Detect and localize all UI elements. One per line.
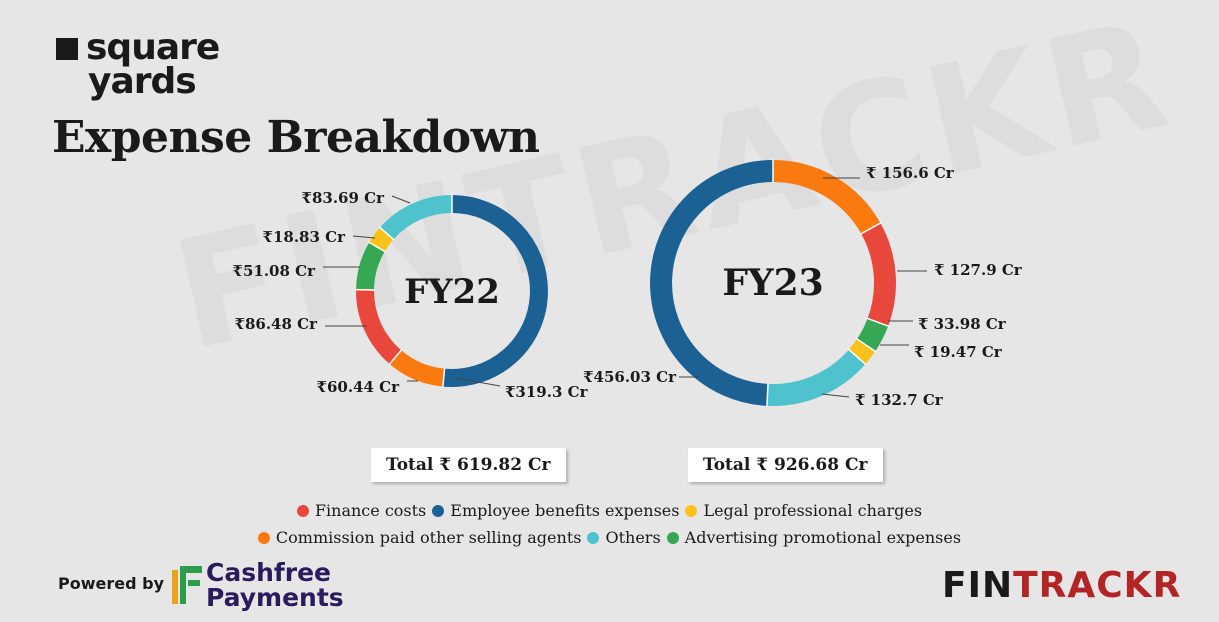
legend-label: Commission paid other selling agents — [275, 528, 582, 547]
legend-item: Advertising promotional expenses — [666, 528, 962, 547]
legend-item: Commission paid other selling agents — [257, 528, 582, 547]
legend-item: Legal professional charges — [685, 501, 922, 520]
fy22-slice-commission-paid-other-selling-agents — [389, 350, 445, 387]
fy23-data-label: ₹456.03 Cr — [583, 368, 677, 386]
fy22-slice-employee-benefits-expenses — [442, 195, 548, 387]
legend-row-1: Finance costs Employee benefits expenses L… — [0, 501, 1219, 520]
fy23-leader-line — [821, 393, 850, 398]
legend-label: Legal professional charges — [703, 501, 923, 520]
fy22-leader-line — [454, 377, 501, 387]
fy22-center-title: FY22 — [404, 272, 500, 312]
powered-by-label: Powered by — [58, 574, 164, 593]
fy23-data-label: ₹ 33.98 Cr — [918, 315, 1007, 333]
fy22-leader-line — [352, 235, 376, 239]
fy22-slice-separator — [442, 367, 446, 388]
fy22-slice-separator — [388, 349, 403, 366]
fy23-slice-commission-paid-other-selling-agents — [772, 160, 881, 235]
logo-word-square: square — [86, 27, 220, 68]
fy23-slice-separator — [855, 337, 877, 353]
legend-item: Finance costs — [296, 501, 427, 520]
legend-dot-icon — [587, 532, 600, 544]
fy22-slice-finance-costs — [356, 289, 402, 364]
fy23-data-label: ₹ 19.47 Cr — [914, 343, 1003, 361]
legend-dot-icon — [296, 505, 309, 517]
fy22-slice-separator — [378, 226, 395, 241]
fy22-data-label: ₹18.83 Cr — [263, 228, 347, 246]
fy23-total-badge: Total ₹ 926.68 Cr — [688, 448, 883, 482]
legend-row-2: Commission paid other selling agents Othe… — [0, 528, 1219, 547]
fy22-slice-legal-professional-charges — [369, 227, 394, 252]
fy22-data-label: ₹60.44 Cr — [317, 378, 401, 396]
fy23-slice-separator — [859, 221, 882, 235]
fy23-slice-separator — [766, 382, 769, 407]
cashfree-logo-text: Cashfree Payments — [206, 560, 344, 610]
fy22-slice-separator — [368, 241, 387, 253]
legend-label: Others — [605, 528, 661, 547]
payments-word: Payments — [206, 583, 344, 612]
fy23-slice-advertising-promotional-expenses — [856, 318, 889, 352]
legend-dot-icon — [257, 532, 270, 544]
legend-label: Employee benefits expenses — [450, 501, 680, 520]
fy23-slice-finance-costs — [861, 223, 896, 327]
cashfree-word: Cashfree — [206, 558, 332, 587]
fintrackr-logo-part-2: TRACKR — [1013, 565, 1182, 606]
legend-dot-icon — [432, 505, 445, 517]
logo-square-mark — [56, 38, 78, 60]
fy23-slice-employee-benefits-expenses — [650, 160, 774, 406]
fy22-slice-advertising-promotional-expenses — [356, 242, 385, 291]
legend-label: Advertising promotional expenses — [684, 528, 962, 547]
fy22-total-badge: Total ₹ 619.82 Cr — [371, 448, 566, 482]
fy22-data-label: ₹51.08 Cr — [233, 262, 317, 280]
page-title: Expense Breakdown — [52, 112, 540, 163]
legend-dot-icon — [666, 532, 679, 544]
legend-dot-icon — [685, 505, 698, 517]
fy23-slice-others — [766, 349, 866, 406]
logo-word-yards: yards — [88, 61, 197, 102]
fy23-data-label: ₹ 156.6 Cr — [866, 164, 955, 182]
fintrackr-logo: FINTRACKR — [942, 566, 1181, 606]
fy23-data-label: ₹ 132.7 Cr — [855, 391, 944, 409]
fy22-slice-others — [379, 195, 453, 240]
fy23-slice-legal-professional-charges — [848, 338, 876, 365]
fy23-data-label: ₹ 127.9 Cr — [934, 261, 1023, 279]
fy22-data-label: ₹83.69 Cr — [302, 189, 386, 207]
fintrackr-logo-part-1: FIN — [942, 565, 1014, 606]
fy22-leader-line — [391, 195, 411, 204]
fy22-data-label: ₹86.48 Cr — [235, 315, 319, 333]
legend-item: Employee benefits expenses — [432, 501, 679, 520]
legend-label: Finance costs — [314, 501, 427, 520]
fy23-slice-separator — [847, 348, 867, 366]
fy23-center-title: FY23 — [722, 262, 823, 304]
cashfree-logo-icon — [172, 566, 202, 604]
fy23-slice-separator — [866, 317, 890, 328]
fy22-data-label: ₹319.3 Cr — [505, 383, 589, 401]
legend-item: Others — [587, 528, 661, 547]
